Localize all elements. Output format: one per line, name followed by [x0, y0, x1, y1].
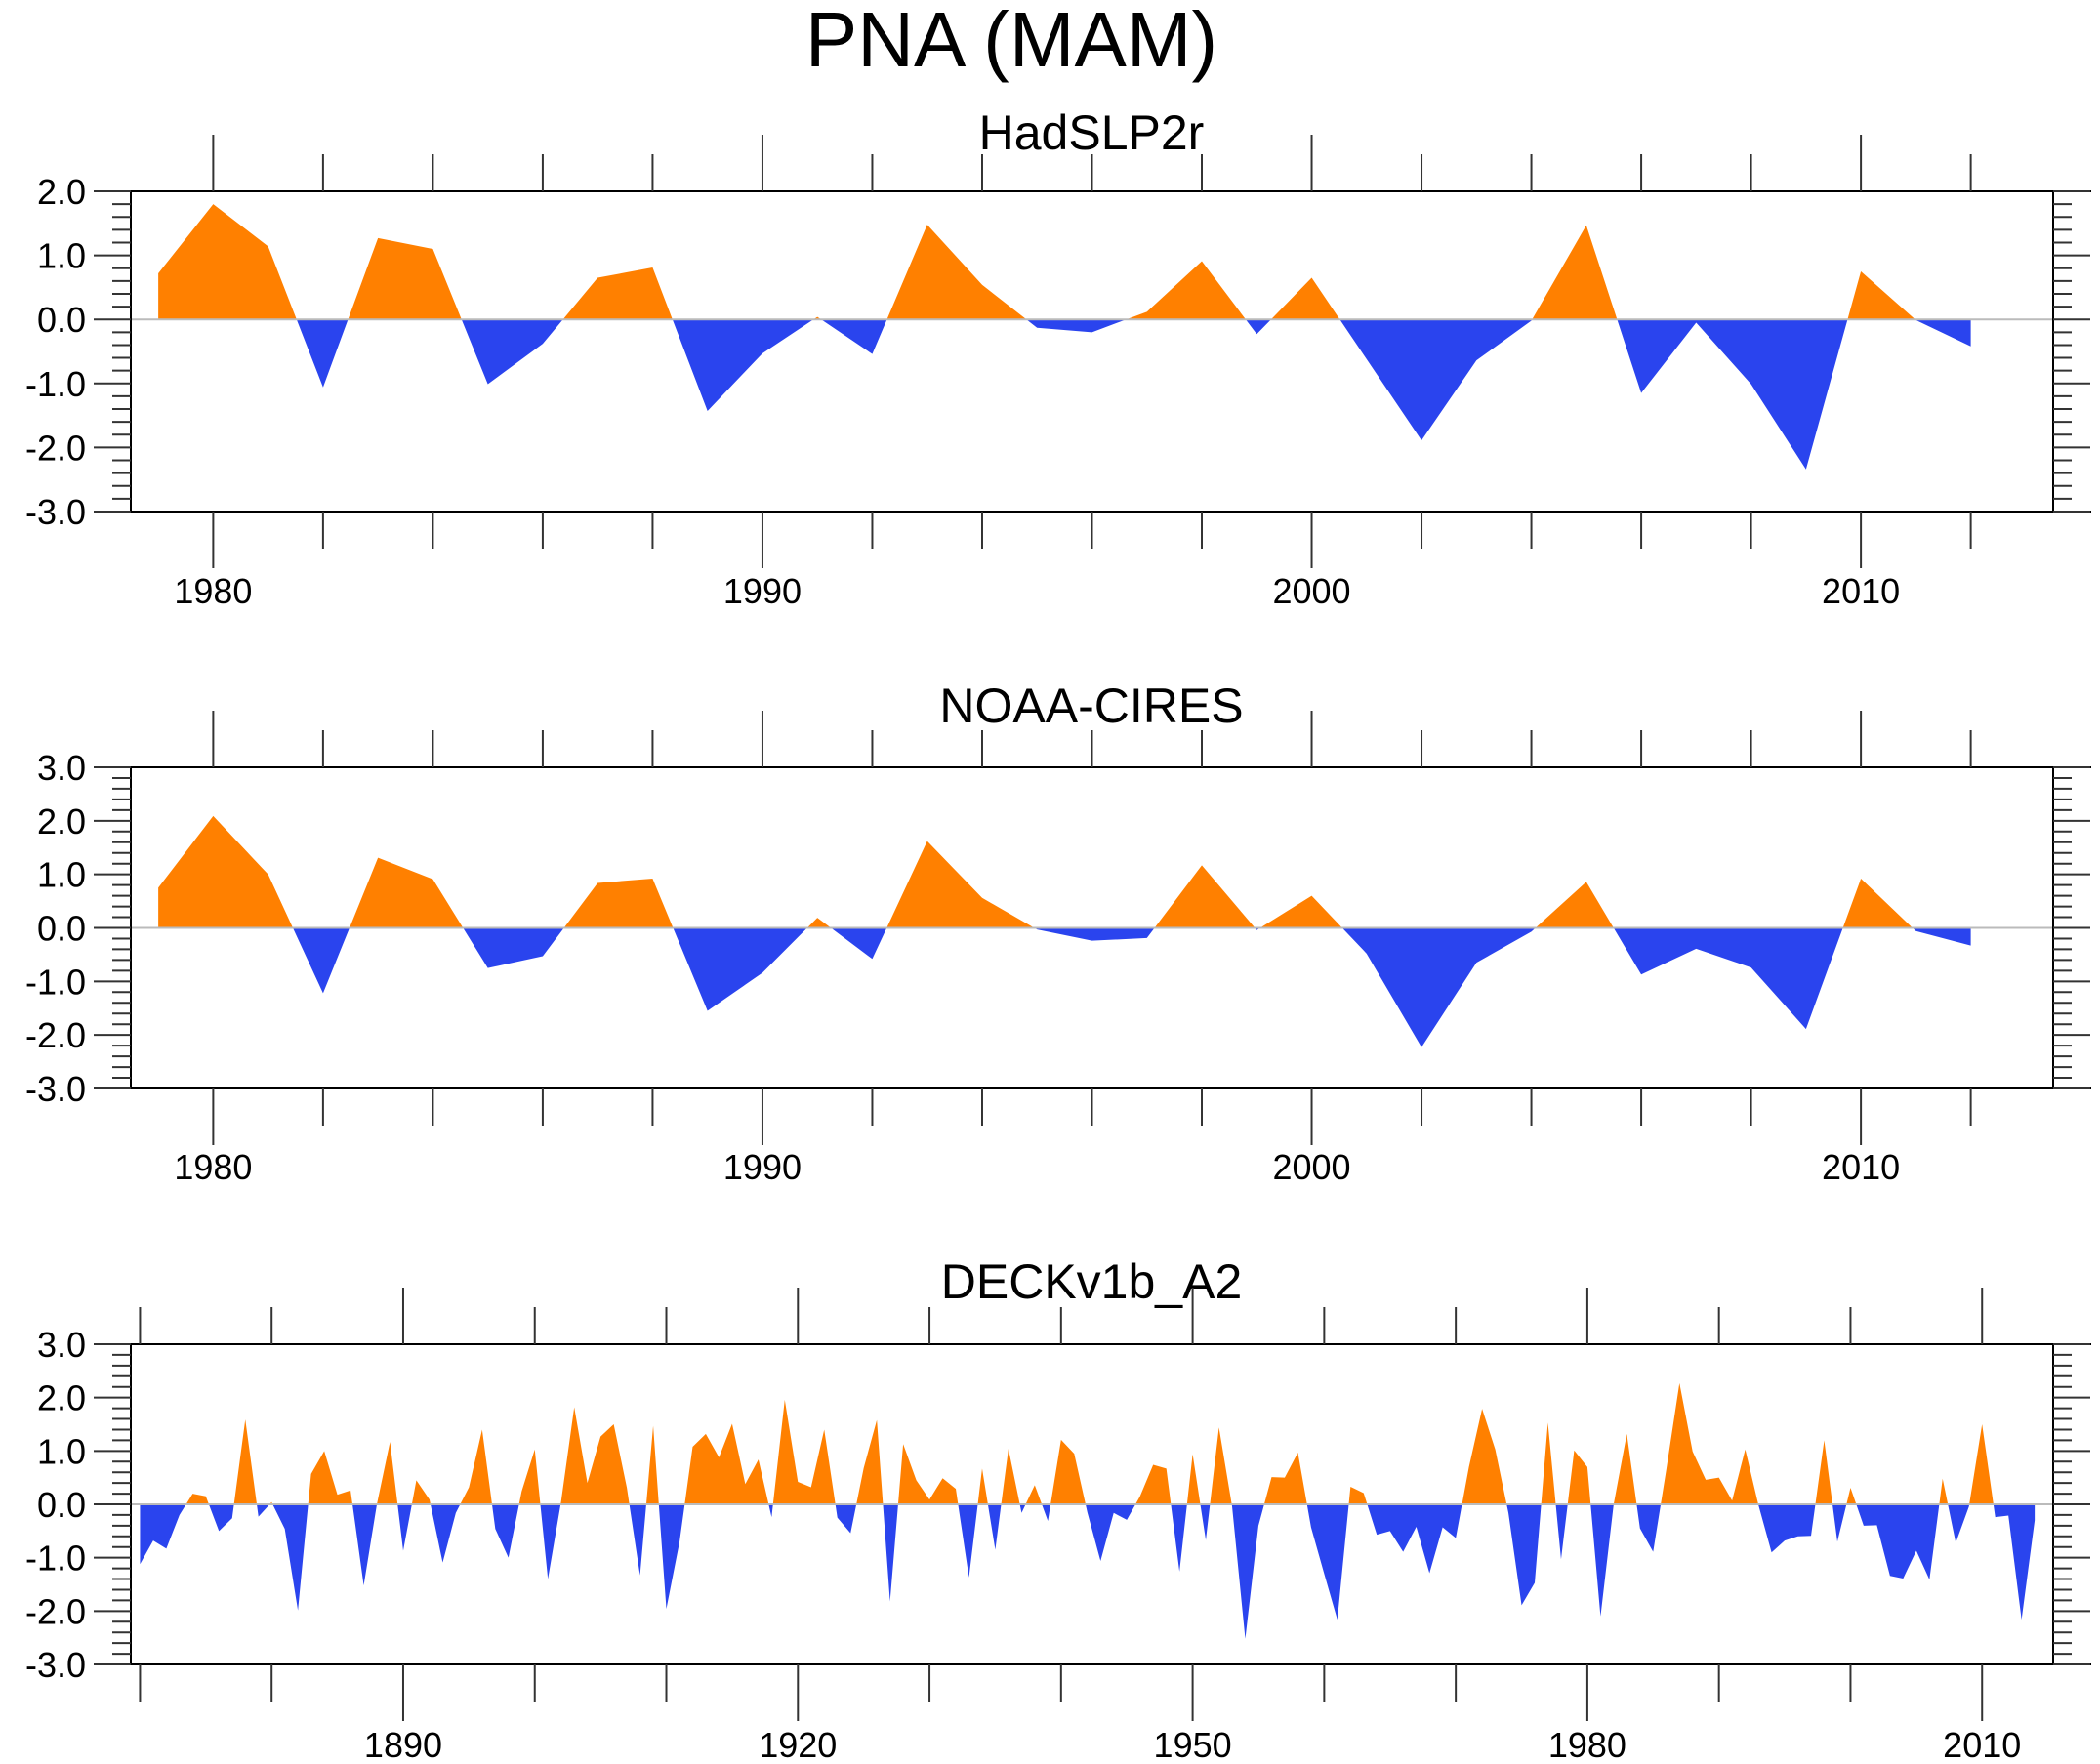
x-tick-label: 2010: [1943, 1725, 2021, 1764]
negative-area: [140, 1504, 2036, 1639]
x-tick-label: 2010: [1822, 571, 1900, 611]
y-tick-label: 2.0: [37, 172, 86, 212]
y-tick-label: -3.0: [25, 1069, 86, 1109]
y-tick-label: -2.0: [25, 428, 86, 468]
x-tick-label: 1990: [723, 571, 802, 611]
x-tick-label: 1990: [723, 1147, 802, 1187]
x-tick-label: 1980: [1548, 1725, 1626, 1764]
y-tick-label: -3.0: [25, 492, 86, 532]
x-tick-label: 1920: [759, 1725, 837, 1764]
y-tick-label: 0.0: [37, 1485, 86, 1525]
x-tick-label: 1890: [364, 1725, 442, 1764]
x-tick-label: 1950: [1154, 1725, 1232, 1764]
y-tick-label: -2.0: [25, 1591, 86, 1631]
panel-title: HadSLP2r: [979, 105, 1205, 160]
panel-title: NOAA-CIRES: [939, 678, 1243, 733]
y-tick-label: 1.0: [37, 236, 86, 276]
panel-deckv1b-a2: DECKv1b_A2 3.0 2.0 1.0 0.0 -1.0 -2.0 -3.0 1890 1…: [25, 1254, 2091, 1764]
panel-noaa-cires: NOAA-CIRES 3.0 2.0 1.0 0.0 -1.0 -2.0 -3.0 1980 1…: [25, 678, 2091, 1187]
x-tick-label: 1980: [174, 571, 252, 611]
negative-area: [296, 319, 1971, 470]
y-tick-label: -3.0: [25, 1645, 86, 1685]
y-tick-label: -1.0: [25, 962, 86, 1002]
negative-area: [158, 927, 1971, 1047]
x-tick-label: 2000: [1272, 571, 1350, 611]
x-tick-label: 1980: [174, 1147, 252, 1187]
y-tick-label: 3.0: [37, 748, 86, 788]
panel-hadslp2r: HadSLP2r 2.0 1.0 0.0 -1.0 -2.0 -3.0 1980 1990 20…: [25, 105, 2091, 611]
y-tick-label: -2.0: [25, 1015, 86, 1055]
y-tick-label: 1.0: [37, 1431, 86, 1471]
x-tick-label: 2010: [1822, 1147, 1900, 1187]
y-tick-label: -1.0: [25, 1538, 86, 1579]
y-tick-label: 0.0: [37, 909, 86, 949]
y-tick-label: 1.0: [37, 855, 86, 895]
panel-title: DECKv1b_A2: [941, 1254, 1243, 1309]
y-tick-label: 2.0: [37, 1378, 86, 1418]
positive-area: [158, 815, 1971, 928]
positive-area: [140, 1382, 2036, 1504]
y-tick-label: 2.0: [37, 801, 86, 841]
figure-title: PNA (MAM): [805, 0, 1217, 83]
positive-area: [158, 204, 1915, 320]
y-tick-label: -1.0: [25, 364, 86, 404]
y-tick-label: 3.0: [37, 1325, 86, 1365]
y-tick-label: 0.0: [37, 300, 86, 340]
x-tick-label: 2000: [1272, 1147, 1350, 1187]
